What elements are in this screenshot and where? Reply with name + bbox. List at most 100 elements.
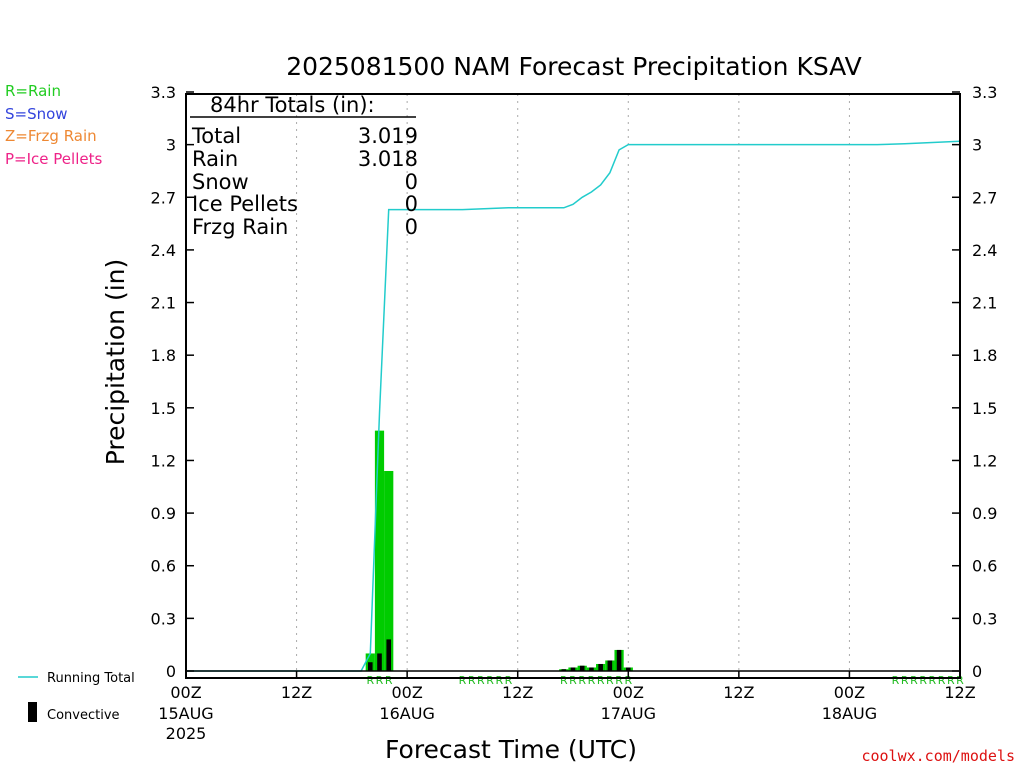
y-tick-label-right: 1.2 — [972, 451, 997, 470]
y-tick-label-left: 0.9 — [151, 504, 176, 523]
y-tick-label-left: 1.5 — [151, 399, 176, 418]
convective-bar — [570, 667, 576, 671]
y-tick-label-left: 0.3 — [151, 609, 176, 628]
rain-type-marker: R — [615, 674, 623, 687]
convective-bar — [607, 660, 613, 671]
convective-bar — [598, 663, 603, 671]
y-tick-label-right: 3 — [972, 136, 982, 155]
series-legend: Running Total Convective — [18, 671, 135, 723]
x-tick-date: 15AUG — [158, 704, 213, 723]
running-total-line — [186, 140, 961, 672]
x-axis-label: Forecast Time (UTC) — [385, 735, 637, 764]
chart-title: 2025081500 NAM Forecast Precipitation KS… — [286, 52, 862, 81]
rain-type-marker: R — [459, 674, 467, 687]
y-axis-ticks: 0 00.3 0.30.6 0.60.9 0.91.2 1.21.5 1.51.8 1.82.… — [151, 83, 998, 681]
snow-label: Snow — [192, 170, 249, 194]
ice-pellets-value: 0 — [405, 192, 418, 216]
legend-ice-pellets: P=Ice Pellets — [5, 150, 102, 168]
totals-box: 84hr Totals (in): Total 3.019 Rain 3.018… — [190, 93, 418, 239]
x-tick-year: 2025 — [166, 724, 207, 743]
rain-type-marker: R — [606, 674, 614, 687]
y-tick-label-right: 0.9 — [972, 504, 997, 523]
rain-bar — [374, 430, 385, 671]
total-value: 3.019 — [358, 124, 418, 148]
convective-bar — [377, 653, 382, 671]
y-tick-label-left: 0.6 — [151, 557, 176, 576]
y-tick-label-left: 2.7 — [151, 188, 176, 207]
x-tick-date: 18AUG — [822, 704, 877, 723]
snow-value: 0 — [405, 170, 418, 194]
x-tick-label: 12Z — [281, 683, 312, 702]
convective-bar — [367, 662, 373, 671]
rain-type-marker: R — [910, 674, 918, 687]
y-tick-label-right: 1.8 — [972, 346, 997, 365]
convective-bar — [616, 649, 622, 671]
frzg-rain-value: 0 — [405, 215, 418, 239]
x-tick-label: 12Z — [502, 683, 533, 702]
plot-frame — [185, 93, 961, 679]
total-label: Total — [191, 124, 241, 148]
y-tick-label-right: 0 — [972, 662, 982, 681]
x-tick-label: 00Z — [391, 683, 422, 702]
rain-bar — [384, 470, 394, 671]
rain-bars — [365, 430, 633, 671]
rain-type-marker: R — [468, 674, 476, 687]
y-tick-label-right: 0.3 — [972, 609, 997, 628]
totals-heading: 84hr Totals (in): — [210, 93, 375, 117]
rain-type-marker: R — [929, 674, 937, 687]
x-tick-label: 00Z — [613, 683, 644, 702]
rain-type-marker: R — [892, 674, 900, 687]
rain-value: 3.018 — [358, 147, 418, 171]
x-tick-label: 12Z — [944, 683, 975, 702]
rain-type-marker: R — [560, 674, 568, 687]
running-total-legend-label: Running Total — [47, 671, 135, 686]
legend-rain: R=Rain — [5, 82, 61, 100]
legend-frzg-rain: Z=Frzg Rain — [5, 127, 97, 145]
rain-type-marker: R — [569, 674, 577, 687]
y-tick-label-left: 3.3 — [151, 83, 176, 102]
rain-type-marker: R — [578, 674, 586, 687]
rain-type-marker: R — [938, 674, 946, 687]
rain-type-marker: R — [486, 674, 494, 687]
ice-pellets-label: Ice Pellets — [192, 192, 298, 216]
convective-bar — [386, 639, 392, 671]
rain-type-marker: R — [366, 674, 374, 687]
running-total-polyline — [186, 140, 961, 672]
y-tick-label-left: 2.4 — [151, 241, 176, 260]
rain-type-marker: R — [477, 674, 485, 687]
rain-type-marker: R — [495, 674, 503, 687]
x-tick-date: 17AUG — [601, 704, 656, 723]
convective-bar — [625, 667, 631, 671]
y-tick-label-left: 0 — [166, 662, 176, 681]
x-tick-label: 12Z — [723, 683, 754, 702]
y-tick-label-left: 3 — [166, 136, 176, 155]
rain-type-marker: R — [505, 674, 513, 687]
y-tick-label-left: 1.8 — [151, 346, 176, 365]
y-tick-label-right: 2.7 — [972, 188, 997, 207]
convective-swatch — [28, 702, 37, 722]
convective-bars — [367, 639, 631, 671]
y-tick-label-right: 2.1 — [972, 294, 997, 313]
convective-bar — [589, 667, 594, 671]
y-tick-label-right: 1.5 — [972, 399, 997, 418]
convective-bar — [579, 665, 585, 671]
rain-type-marker: R — [385, 674, 393, 687]
x-tick-label: 00Z — [170, 683, 201, 702]
convective-legend-label: Convective — [47, 708, 120, 723]
y-tick-label-right: 2.4 — [972, 241, 997, 260]
rain-type-marker: R — [588, 674, 596, 687]
rain-type-marker: R — [597, 674, 605, 687]
y-tick-label-left: 1.2 — [151, 451, 176, 470]
y-tick-label-right: 3.3 — [972, 83, 997, 102]
rain-type-marker: R — [947, 674, 955, 687]
rain-type-marker: R — [919, 674, 927, 687]
x-tick-date: 16AUG — [379, 704, 434, 723]
y-tick-label-right: 0.6 — [972, 557, 997, 576]
frzg-rain-label: Frzg Rain — [192, 215, 288, 239]
rain-type-marker: R — [376, 674, 384, 687]
convective-bar — [561, 669, 567, 671]
x-tick-label: 00Z — [834, 683, 865, 702]
